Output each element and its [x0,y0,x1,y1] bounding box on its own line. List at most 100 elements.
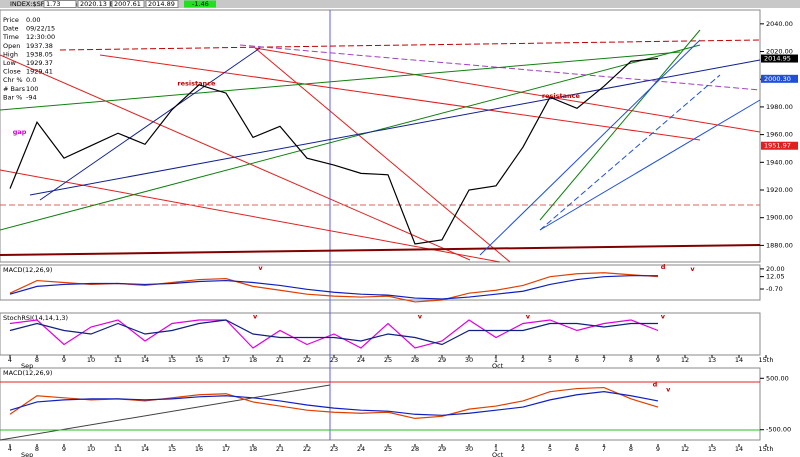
trendline [0,51,681,111]
trendline [29,59,761,196]
x-tick-label: 24 [357,356,365,364]
trendline [254,47,761,133]
trendline [239,44,761,91]
annotation: v [258,264,263,272]
x-tick-label: 16 [195,356,203,364]
x-tick-label: 11 [114,445,122,453]
x-tick-label: 8 [35,356,39,364]
y-tick-label: 2020.00 [766,48,793,56]
x-tick-label: 8 [629,356,633,364]
price-marker-label: 2014.95 [764,55,791,63]
x-tick-label: 14 [141,356,149,364]
trendline [539,99,761,231]
x-tick-label: 15th [759,445,774,453]
x-tick-label: 9 [62,445,66,453]
y-tick-label: 1940.00 [766,158,793,166]
x-tick-label: 9 [656,445,660,453]
x-tick-label: 17 [222,445,230,453]
x-tick-label: 13 [708,445,716,453]
x-tick-label: 30 [465,356,473,364]
x-tick-label: 30 [465,445,473,453]
x-tick-label: 29 [438,356,446,364]
x-tick-label: 1 [494,445,498,453]
x-tick-label: 10 [87,445,95,453]
trendline [0,244,761,256]
x-tick-label: 8 [629,445,633,453]
annotation: v [526,313,531,321]
y-tick-label: 12.05 [766,273,785,281]
header-field-box [145,0,179,8]
x-tick-label: 2 [521,445,525,453]
trendline [0,384,331,441]
x-tick-label: 22 [303,445,311,453]
price-marker [761,141,798,150]
annotation: gap [13,128,27,136]
annotation: d [661,263,666,271]
info-value: 0.00 [26,16,40,24]
x-tick-label: 4 [8,445,12,453]
y-tick-label: 500.00 [766,374,789,382]
annotation: resistance [177,79,216,87]
info-label: High [3,50,18,58]
info-value: 09/22/15 [26,25,55,33]
x-tick-label: 4 [8,356,12,364]
x-tick-label: 6 [575,356,579,364]
x-tick-label: 16 [195,445,203,453]
x-tick-label: 14 [735,445,743,453]
x-tick-label: 14 [141,445,149,453]
price-frame [0,9,761,263]
x-tick-label: 7 [602,356,606,364]
header-change: -1.46 [192,0,209,8]
info-label: Low [3,59,16,67]
x-tick-label: 21 [276,445,284,453]
x-tick-label: 28 [411,356,419,364]
annotation: resistance [542,92,581,100]
panel-title: MACD(12,26,9) [3,266,52,274]
trendline [539,29,701,221]
x-tick-label: 25 [384,445,392,453]
x-tick-label: 17 [222,356,230,364]
series-line [9,319,658,346]
x-tick-label: 18 [249,356,257,364]
x-tick-label: 7 [602,445,606,453]
annotation: v [661,313,666,321]
info-label: Chr % [3,76,23,84]
info-label: Close [3,68,21,76]
series-line [9,391,659,416]
info-value: 12:30:00 [26,33,55,41]
x-tick-label: 10 [87,356,95,364]
info-label: Open [3,42,20,50]
macd2-frame [0,367,761,441]
info-label: # Bars [3,85,26,93]
y-tick-label: 1920.00 [766,186,793,194]
price-marker [761,74,798,83]
price-marker-label: 2000.30 [764,75,791,83]
x-tick-label: 12 [681,445,689,453]
x-tick-label: 11 [114,356,122,364]
trendline [0,44,701,231]
month-label: Sep [21,362,33,370]
series-line [9,319,659,349]
y-tick-label: -0.70 [766,285,783,293]
annotation: v [253,313,258,321]
x-tick-label: 18 [249,445,257,453]
header-field: 2020.13 [80,0,107,8]
x-tick-label: 15th [759,356,774,364]
trendline [254,47,511,263]
header-field: 1.73 [46,0,60,8]
header-field: 2014.89 [148,0,175,8]
x-tick-label: 28 [411,445,419,453]
annotation: v [666,386,671,394]
info-label: Price [3,16,19,24]
stoch-frame [0,312,761,356]
month-label: Oct [492,451,504,457]
info-value: 1937.38 [26,42,53,50]
annotation: v [418,313,423,321]
y-tick-label: -500.00 [766,426,791,434]
y-tick-label: 2040.00 [766,20,793,28]
x-tick-label: 24 [357,445,365,453]
x-tick-label: 21 [276,356,284,364]
header-field-box [111,0,145,8]
series-line [9,275,658,300]
